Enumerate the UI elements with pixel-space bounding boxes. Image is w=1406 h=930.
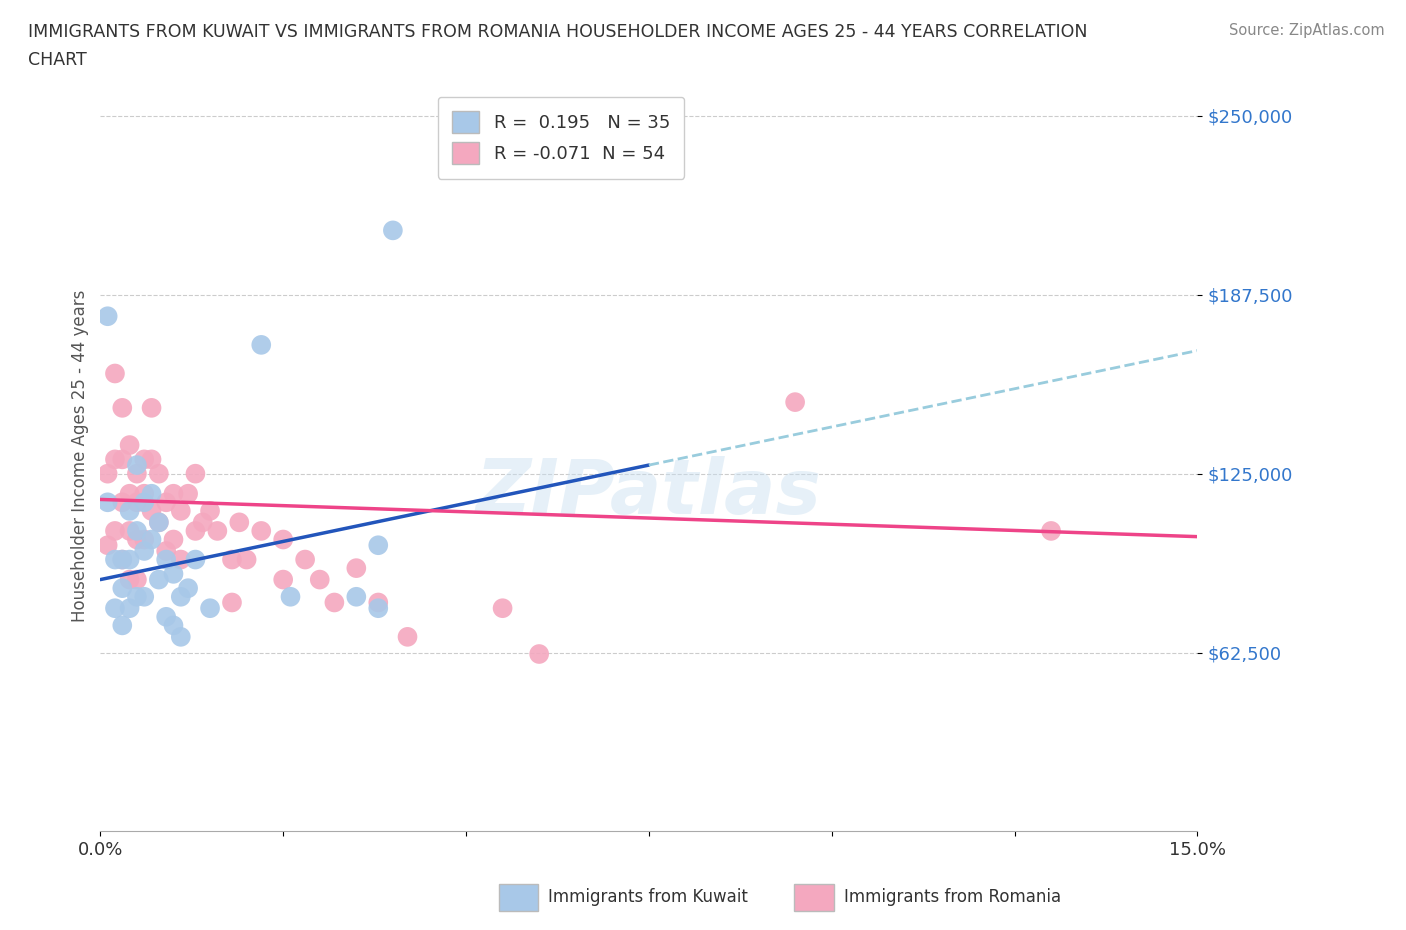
Point: [155, 543, 177, 558]
Point: [125, 590, 148, 604]
Point: [125, 466, 148, 481]
Point: [148, 515, 170, 530]
Point: [125, 532, 148, 547]
Point: [111, 495, 134, 510]
Point: [111, 618, 134, 632]
Point: [381, 223, 404, 238]
Point: [155, 552, 177, 567]
Point: [235, 552, 257, 567]
Point: [125, 458, 148, 472]
Point: [344, 590, 367, 604]
Point: [344, 561, 367, 576]
Point: [221, 552, 243, 567]
Point: [134, 532, 156, 547]
Point: [170, 590, 193, 604]
Point: [162, 532, 184, 547]
Point: [170, 552, 193, 567]
Point: [367, 538, 389, 552]
Point: [271, 572, 294, 587]
Point: [141, 452, 163, 467]
Point: [97, 538, 120, 552]
Point: [141, 503, 163, 518]
Point: [170, 503, 193, 518]
Point: [111, 401, 134, 416]
Text: Source: ZipAtlas.com: Source: ZipAtlas.com: [1229, 23, 1385, 38]
Point: [184, 466, 207, 481]
Point: [184, 524, 207, 538]
Point: [134, 452, 156, 467]
Point: [111, 552, 134, 567]
Point: [104, 452, 127, 467]
Point: [104, 524, 127, 538]
Point: [177, 486, 200, 501]
Point: [323, 595, 346, 610]
Point: [271, 532, 294, 547]
Point: [141, 486, 163, 501]
Point: [141, 532, 163, 547]
Point: [155, 495, 177, 510]
Point: [118, 486, 141, 501]
Point: [250, 338, 273, 352]
Point: [97, 309, 120, 324]
Point: [118, 601, 141, 616]
Point: [155, 609, 177, 624]
Point: [308, 572, 330, 587]
Point: [221, 595, 243, 610]
Point: [118, 572, 141, 587]
Point: [104, 552, 127, 567]
Point: [162, 566, 184, 581]
Point: [294, 552, 316, 567]
Text: ZIPatlas: ZIPatlas: [475, 457, 823, 530]
Point: [97, 495, 120, 510]
Point: [134, 486, 156, 501]
Point: [228, 515, 250, 530]
Point: [1040, 524, 1063, 538]
Point: [198, 503, 221, 518]
Legend: R =  0.195   N = 35, R = -0.071  N = 54: R = 0.195 N = 35, R = -0.071 N = 54: [437, 97, 685, 179]
Point: [104, 366, 127, 381]
Point: [148, 515, 170, 530]
Point: [491, 601, 513, 616]
Point: [207, 524, 229, 538]
Text: IMMIGRANTS FROM KUWAIT VS IMMIGRANTS FROM ROMANIA HOUSEHOLDER INCOME AGES 25 - 4: IMMIGRANTS FROM KUWAIT VS IMMIGRANTS FRO…: [28, 23, 1088, 41]
Point: [134, 590, 156, 604]
Point: [191, 515, 214, 530]
Point: [118, 438, 141, 453]
Point: [184, 552, 207, 567]
Point: [367, 601, 389, 616]
Point: [125, 524, 148, 538]
Point: [367, 595, 389, 610]
Point: [177, 580, 200, 595]
Point: [118, 503, 141, 518]
Point: [250, 524, 273, 538]
Point: [527, 646, 550, 661]
Point: [148, 572, 170, 587]
Point: [141, 401, 163, 416]
Text: Immigrants from Romania: Immigrants from Romania: [844, 888, 1060, 907]
Y-axis label: Householder Income Ages 25 - 44 years: Householder Income Ages 25 - 44 years: [72, 289, 89, 622]
Text: Immigrants from Kuwait: Immigrants from Kuwait: [548, 888, 748, 907]
Point: [111, 580, 134, 595]
Point: [118, 524, 141, 538]
Point: [170, 630, 193, 644]
Point: [148, 466, 170, 481]
Text: CHART: CHART: [28, 51, 87, 69]
Point: [162, 618, 184, 632]
Point: [785, 394, 807, 409]
Point: [97, 466, 120, 481]
Point: [118, 552, 141, 567]
Point: [134, 543, 156, 558]
Point: [134, 495, 156, 510]
Point: [396, 630, 419, 644]
Point: [280, 590, 302, 604]
Point: [162, 486, 184, 501]
Point: [111, 452, 134, 467]
Point: [111, 552, 134, 567]
Point: [125, 572, 148, 587]
Point: [198, 601, 221, 616]
Point: [104, 601, 127, 616]
Point: [125, 495, 148, 510]
